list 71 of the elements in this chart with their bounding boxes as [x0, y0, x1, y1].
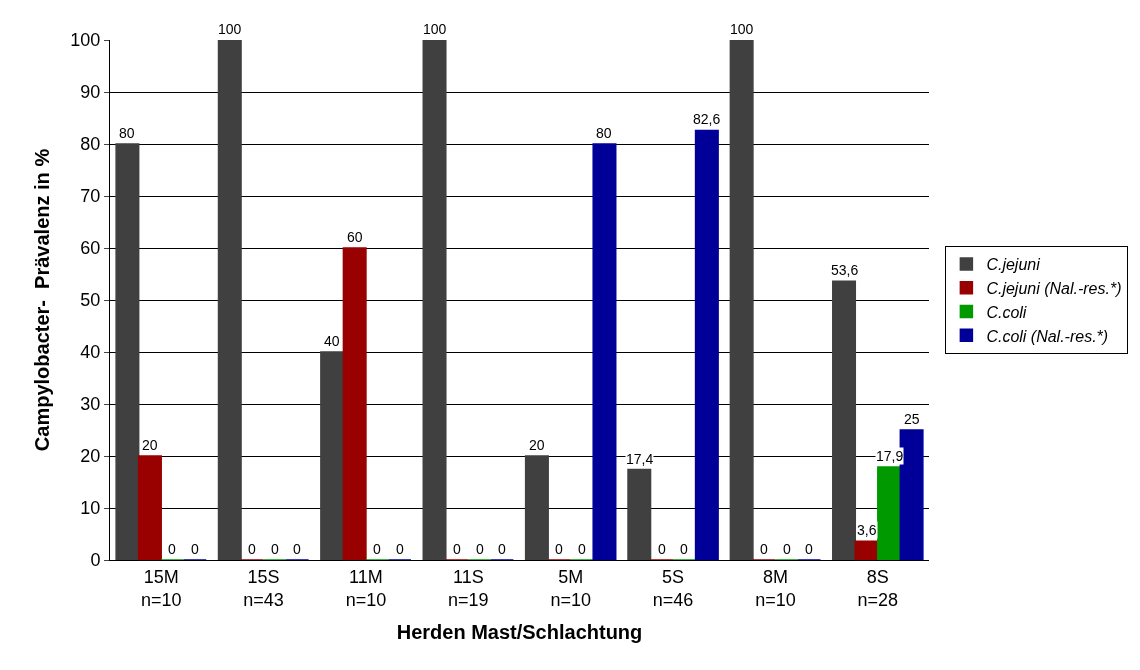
- y-axis-title: Campylobacter- Prävalenz in %: [30, 148, 53, 452]
- bar: [832, 280, 857, 560]
- y-tick-label: 70: [80, 186, 101, 207]
- data-label: 0: [555, 541, 563, 557]
- data-label: 0: [271, 541, 279, 557]
- data-label: 17,9: [876, 448, 904, 464]
- data-label: 0: [760, 541, 768, 557]
- x-tick-label: 5S n=46: [652, 566, 694, 610]
- data-label: 0: [396, 541, 404, 557]
- data-label: 53,6: [831, 262, 859, 278]
- x-tick-label: 11S n=19: [448, 566, 489, 610]
- bar: [422, 40, 447, 560]
- bar: [627, 468, 652, 560]
- data-label: 20: [529, 437, 545, 453]
- data-label: 0: [498, 541, 506, 557]
- x-tick-label: 8M n=10: [755, 566, 796, 610]
- y-tick-label: 80: [80, 134, 101, 155]
- y-tick-label: 60: [80, 238, 101, 259]
- data-label: 0: [805, 541, 813, 557]
- x-axis-title: Herden Mast/Schlachtung: [396, 620, 643, 643]
- bar: [729, 40, 754, 560]
- y-tick-label: 40: [80, 342, 101, 363]
- legend-label: C.coli (Nal.-res.*): [986, 327, 1109, 345]
- bar: [524, 455, 549, 560]
- data-label: 82,6: [693, 111, 721, 127]
- bar: [592, 143, 617, 560]
- data-label: 100: [218, 21, 242, 37]
- data-label: 0: [248, 541, 256, 557]
- data-label: 80: [119, 125, 135, 141]
- bar: [217, 40, 242, 560]
- data-label: 0: [191, 541, 199, 557]
- data-label: 0: [658, 541, 666, 557]
- data-label: 0: [373, 541, 381, 557]
- y-tick-label: 100: [70, 30, 101, 51]
- bar: [694, 129, 719, 560]
- x-tick-label: 11M n=10: [345, 566, 387, 610]
- bar: [320, 351, 345, 560]
- y-tick-label: 30: [80, 394, 101, 415]
- legend-label: C.jejuni: [986, 256, 1041, 274]
- data-label: 100: [730, 21, 754, 37]
- data-label: 80: [596, 125, 612, 141]
- bar: [877, 466, 902, 560]
- y-tick-label: 20: [80, 446, 101, 467]
- y-tick-label: 10: [80, 498, 101, 519]
- data-label: 0: [783, 541, 791, 557]
- y-tick-label: 90: [80, 82, 101, 103]
- data-label: 17,4: [626, 451, 654, 467]
- legend-label: C.coli: [986, 303, 1027, 321]
- x-tick-label: 15M n=10: [140, 566, 182, 610]
- data-label: 60: [347, 229, 363, 245]
- data-label: 0: [453, 541, 461, 557]
- legend-label: C.jejuni (Nal.-res.*): [986, 279, 1122, 297]
- data-label: 0: [293, 541, 301, 557]
- x-tick-label: 5M n=10: [550, 566, 591, 610]
- x-tick-label: 8S n=28: [857, 566, 899, 610]
- data-label: 3,6: [857, 522, 877, 538]
- data-label: 0: [680, 541, 688, 557]
- data-label: 25: [904, 411, 920, 427]
- data-label: 0: [168, 541, 176, 557]
- data-label: 40: [324, 333, 340, 349]
- x-tick-label: 15S n=43: [243, 566, 284, 610]
- y-tick-label: 50: [80, 290, 101, 311]
- y-tick-label: 0: [90, 550, 101, 571]
- data-label: 0: [578, 541, 586, 557]
- bar: [115, 143, 140, 560]
- data-label: 20: [142, 437, 158, 453]
- bar: [137, 455, 162, 560]
- bar: [854, 540, 879, 560]
- data-label: 100: [423, 21, 447, 37]
- data-label: 0: [476, 541, 484, 557]
- bar: [342, 247, 367, 560]
